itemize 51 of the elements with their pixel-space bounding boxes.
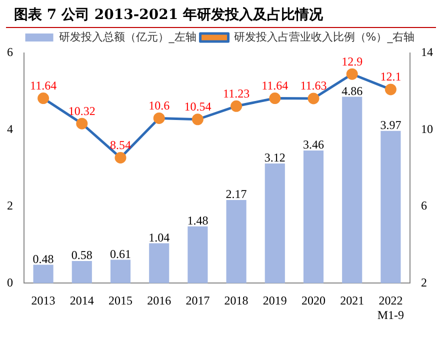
x-tick-label: 2014 <box>70 294 94 308</box>
x-tick-label: 2021 <box>340 294 364 308</box>
data-label: 3.46 <box>303 138 324 152</box>
data-label: 3.97 <box>380 118 402 132</box>
y-tick-label: 6 <box>7 45 13 60</box>
data-label: 11.64 <box>30 78 57 92</box>
data-label: 0.58 <box>71 248 92 262</box>
y2-tick-label: 6 <box>421 198 427 213</box>
bar <box>149 243 170 284</box>
data-label: 0.61 <box>110 246 131 261</box>
y2-tick-label: 14 <box>421 45 433 60</box>
y2-tick-label: 2 <box>421 275 427 290</box>
x-tick-label: 2018 <box>224 294 248 308</box>
x-tick-label: 2016 <box>147 294 172 308</box>
x-tick-label: 2015 <box>108 294 132 308</box>
data-label: 11.64 <box>262 78 288 92</box>
data-label: 3.12 <box>264 150 286 165</box>
data-label: 10.6 <box>148 98 170 112</box>
bar <box>226 200 246 284</box>
bar <box>264 163 285 284</box>
data-label: 0.48 <box>32 252 54 266</box>
bar <box>380 130 401 284</box>
legend-label: 研发投入总额（亿元）_左轴 <box>58 30 196 44</box>
x-tick-label: 2019 <box>262 294 287 308</box>
data-label: 10.32 <box>68 104 96 118</box>
data-label: 11.23 <box>223 86 250 100</box>
bar <box>342 96 362 284</box>
bar <box>188 226 208 284</box>
bar <box>33 264 54 284</box>
data-label: 11.63 <box>300 78 327 93</box>
y-tick-label: 0 <box>7 275 13 290</box>
data-label: 12.1 <box>380 70 402 84</box>
chart-title: 图表 7 公司 2013-2021 年研发投入及占比情况 <box>6 0 436 28</box>
data-label: 1.48 <box>187 214 208 228</box>
x-tick-label: 2020 <box>302 294 326 308</box>
x-tick-label: 2017 <box>186 294 210 308</box>
data-label: 12.9 <box>342 54 363 68</box>
x-tick-label: 2022 M1-9 <box>377 294 404 322</box>
data-label: 4.86 <box>342 84 363 98</box>
legend-label: 研发投入占营业收入比例（%）_右轴 <box>234 30 415 44</box>
data-label: 8.54 <box>110 138 131 152</box>
bar <box>303 150 324 284</box>
data-label: 1.04 <box>148 230 170 244</box>
y2-tick-label: 10 <box>421 122 433 136</box>
data-label: 10.54 <box>184 100 212 114</box>
y-tick-label: 2 <box>7 198 13 213</box>
x-tick-label: 2013 <box>31 294 56 308</box>
bar <box>110 260 131 284</box>
y-tick-label: 4 <box>7 122 13 136</box>
bar <box>72 260 92 284</box>
data-label: 2.17 <box>226 187 247 202</box>
